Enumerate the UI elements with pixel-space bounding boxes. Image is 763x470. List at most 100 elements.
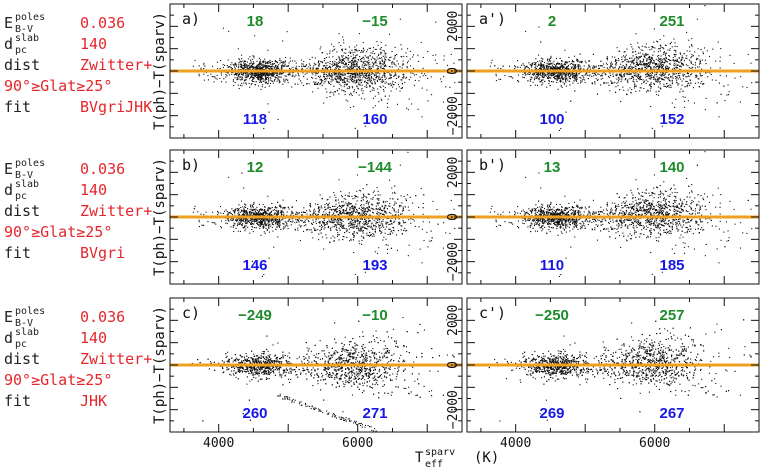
- scatter-point: [380, 53, 382, 55]
- scatter-point: [317, 83, 319, 85]
- scatter-point: [230, 64, 232, 66]
- scatter-point: [375, 62, 377, 64]
- scatter-point: [705, 97, 707, 99]
- scatter-point: [258, 57, 260, 59]
- scatter-point: [571, 61, 573, 63]
- scatter-point: [671, 76, 673, 78]
- scatter-point: [388, 66, 390, 68]
- scatter-point: [561, 86, 563, 88]
- scatter-point: [272, 75, 274, 77]
- scatter-point: [295, 219, 297, 221]
- scatter-point: [342, 79, 344, 81]
- scatter-point: [355, 74, 357, 76]
- scatter-point: [580, 80, 582, 82]
- scatter-point: [600, 74, 602, 76]
- scatter-point: [354, 51, 356, 53]
- scatter-point: [243, 62, 245, 64]
- scatter-point: [321, 78, 323, 80]
- scatter-point: [335, 67, 337, 69]
- scatter-point: [545, 73, 547, 75]
- scatter-point: [568, 72, 570, 74]
- scatter-point: [355, 48, 357, 50]
- scatter-point: [653, 82, 655, 84]
- scatter-point: [231, 62, 233, 64]
- scatter-point: [380, 41, 382, 43]
- scatter-point: [359, 77, 361, 79]
- scatter-point: [352, 64, 354, 66]
- scatter-point: [627, 79, 629, 81]
- scatter-point: [246, 61, 248, 63]
- scatter-point: [648, 62, 650, 64]
- scatter-point: [313, 65, 315, 67]
- legend-glat: 90°≥Glat≥25°: [4, 371, 112, 389]
- scatter-point: [333, 72, 335, 74]
- scatter-point: [359, 84, 361, 86]
- scatter-point: [248, 73, 250, 75]
- scatter-point: [625, 78, 627, 80]
- scatter-point: [235, 64, 237, 66]
- scatter-point: [314, 72, 316, 74]
- scatter-point: [375, 64, 377, 66]
- scatter-point: [246, 73, 248, 75]
- scatter-point: [352, 68, 354, 70]
- scatter-point: [353, 64, 355, 66]
- scatter-point: [217, 214, 219, 216]
- scatter-point: [650, 75, 652, 77]
- scatter-point: [237, 48, 239, 50]
- scatter-point: [677, 60, 679, 62]
- scatter-point: [576, 77, 578, 79]
- scatter-point: [363, 65, 365, 67]
- scatter-point: [345, 64, 347, 66]
- scatter-point: [678, 83, 680, 85]
- scatter-point: [552, 66, 554, 68]
- scatter-point: [272, 66, 274, 68]
- scatter-point: [659, 74, 661, 76]
- scatter-point: [337, 65, 339, 67]
- scatter-point: [564, 62, 566, 64]
- scatter-point: [349, 78, 351, 80]
- scatter-point: [567, 73, 569, 75]
- scatter-point: [681, 58, 683, 60]
- scatter-point: [255, 81, 257, 83]
- scatter-point: [699, 63, 701, 65]
- scatter-point: [266, 83, 268, 85]
- scatter-point: [331, 220, 333, 222]
- scatter-point: [273, 66, 275, 68]
- scatter-point: [279, 58, 281, 60]
- scatter-point: [294, 76, 296, 78]
- scatter-point: [564, 67, 566, 69]
- scatter-point: [264, 72, 266, 74]
- scatter-point: [638, 47, 640, 49]
- scatter-point: [555, 65, 557, 67]
- scatter-point: [656, 63, 658, 65]
- scatter-point: [642, 61, 644, 63]
- scatter-point: [350, 64, 352, 66]
- scatter-point: [239, 76, 241, 78]
- scatter-point: [262, 212, 264, 214]
- scatter-point: [256, 60, 258, 62]
- scatter-point: [543, 72, 545, 74]
- scatter-point: [679, 91, 681, 93]
- scatter-point: [400, 229, 402, 231]
- scatter-point: [261, 75, 263, 77]
- scatter-point: [366, 72, 368, 74]
- scatter-point: [658, 81, 660, 83]
- scatter-point: [253, 62, 255, 64]
- scatter-point: [705, 72, 707, 74]
- scatter-point: [335, 64, 337, 66]
- scatter-point: [665, 67, 667, 69]
- scatter-point: [560, 77, 562, 79]
- scatter-point: [360, 81, 362, 83]
- scatter-point: [360, 51, 362, 53]
- scatter-point: [632, 77, 634, 79]
- scatter-point: [623, 75, 625, 77]
- scatter-point: [277, 213, 279, 215]
- scatter-point: [292, 214, 294, 216]
- scatter-point: [619, 78, 621, 80]
- scatter-point: [635, 90, 637, 92]
- scatter-point: [675, 73, 677, 75]
- scatter-point: [560, 75, 562, 77]
- scatter-point: [680, 53, 682, 55]
- scatter-point: [362, 214, 364, 216]
- scatter-point: [292, 75, 294, 77]
